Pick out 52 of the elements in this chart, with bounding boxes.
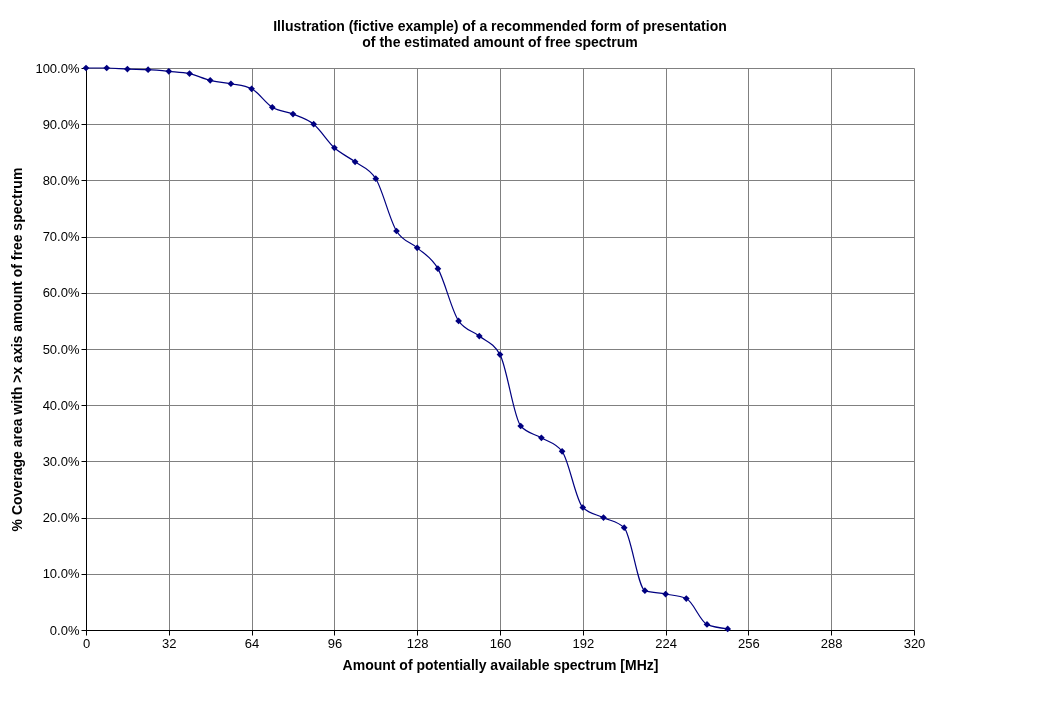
point bbox=[227, 80, 235, 88]
point bbox=[248, 85, 255, 93]
x-tick-label: 256 bbox=[738, 635, 760, 651]
x-tick-label: 96 bbox=[327, 635, 343, 651]
y-tick-label: 40.0% bbox=[42, 397, 80, 413]
x-tick-label: 224 bbox=[655, 635, 677, 651]
point bbox=[724, 625, 732, 633]
point bbox=[434, 265, 442, 272]
y-tick-label: 80.0% bbox=[42, 172, 80, 188]
y-tick-label: 30.0% bbox=[42, 453, 80, 469]
point bbox=[682, 595, 690, 602]
x-tick-label: 288 bbox=[820, 635, 843, 651]
point bbox=[268, 103, 276, 111]
x-tick-label: 320 bbox=[903, 635, 926, 651]
x-tick-label: 192 bbox=[572, 635, 595, 651]
x-tick-label: 128 bbox=[406, 635, 429, 651]
point bbox=[351, 158, 359, 166]
y-tick-label: 60.0% bbox=[42, 285, 80, 301]
point bbox=[455, 317, 462, 325]
point bbox=[186, 70, 193, 77]
y-tick-label: 0.0% bbox=[49, 622, 80, 638]
point bbox=[475, 332, 483, 340]
x-tick-label: 0 bbox=[82, 635, 91, 651]
point bbox=[165, 68, 173, 75]
point bbox=[289, 110, 297, 118]
point bbox=[579, 504, 587, 511]
x-tick-label: 160 bbox=[489, 635, 512, 651]
point bbox=[206, 77, 214, 84]
y-tick-label: 50.0% bbox=[42, 341, 80, 357]
point bbox=[144, 66, 152, 74]
y-axis-title: % Coverage area with >x axis amount of free spectrum bbox=[9, 167, 26, 532]
chart-title: Illustration (fictive example) of a recommended form of presentation of the estimated amount of free spectrum bbox=[273, 18, 727, 50]
x-tick-label: 32 bbox=[162, 635, 177, 651]
y-tick-label: 70.0% bbox=[42, 229, 80, 245]
point bbox=[538, 434, 545, 442]
point bbox=[517, 422, 525, 430]
x-tick-label: 64 bbox=[244, 635, 260, 651]
y-tick-label: 20.0% bbox=[42, 510, 80, 526]
point bbox=[124, 65, 131, 73]
point bbox=[620, 524, 628, 532]
y-tick-label: 10.0% bbox=[42, 566, 80, 582]
y-tick-label: 90.0% bbox=[42, 116, 80, 132]
point bbox=[413, 244, 421, 252]
point bbox=[558, 447, 566, 455]
point bbox=[310, 120, 318, 128]
point bbox=[103, 64, 111, 72]
point bbox=[372, 175, 380, 183]
point bbox=[641, 587, 649, 595]
x-axis-title: Amount of potentially available spectrum [MHz] bbox=[342, 656, 659, 673]
point bbox=[331, 144, 338, 152]
point bbox=[600, 514, 607, 521]
y-tick-label: 100.0% bbox=[35, 60, 80, 76]
